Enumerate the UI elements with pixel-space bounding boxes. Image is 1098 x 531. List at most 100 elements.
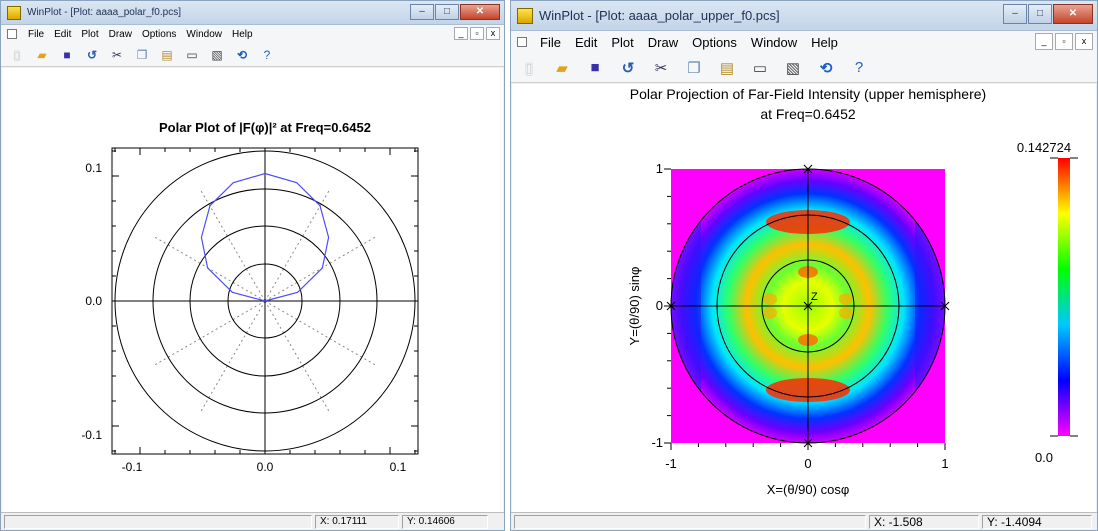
x-tick-label: 0.0 <box>257 460 274 474</box>
save-icon[interactable]: ■ <box>590 59 600 76</box>
right-titlebar[interactable]: WinPlot - [Plot: aaaa_polar_upper_f0.pcs… <box>511 1 1097 31</box>
properties-icon[interactable]: ▭ <box>186 47 198 62</box>
y-tick-label: -1 <box>651 435 663 450</box>
x-tick-label: 0.1 <box>390 460 407 474</box>
left-toolbar: ▯ ▰ ■ ↺ ✂ ❐ ▤ ▭ ▧ ⟲ ? <box>1 43 504 67</box>
colorbar-min-label: 0.0 <box>1035 450 1053 465</box>
maximize-button[interactable]: □ <box>1028 4 1052 24</box>
y-tick-label: 0.0 <box>85 294 102 308</box>
document-icon[interactable] <box>517 37 527 47</box>
help-icon[interactable]: ? <box>263 47 271 62</box>
close-button[interactable]: ✕ <box>460 4 500 20</box>
left-plot-area: Polar Plot of |F(φ)|² at Freq=0.6452 <box>2 68 503 512</box>
new-file-icon[interactable]: ▯ <box>13 47 21 62</box>
left-plot-window: WinPlot - [Plot: aaaa_polar_f0.pcs] – □ … <box>0 0 505 531</box>
projection-tick-labels: 1 0 -1 -1 0 1 <box>651 161 948 471</box>
menu-plot[interactable]: Plot <box>81 28 99 40</box>
menu-plot[interactable]: Plot <box>611 34 634 50</box>
right-plot-window: WinPlot - [Plot: aaaa_polar_upper_f0.pcs… <box>510 0 1098 531</box>
left-window-title: WinPlot - [Plot: aaaa_polar_f0.pcs] <box>27 7 181 18</box>
close-button[interactable]: ✕ <box>1053 4 1093 24</box>
menu-edit[interactable]: Edit <box>54 28 72 40</box>
menu-window[interactable]: Window <box>186 28 222 40</box>
mdi-restore-button[interactable]: ▫ <box>470 27 484 40</box>
paste-icon[interactable]: ▤ <box>719 59 735 77</box>
zenith-label: Z <box>811 291 818 303</box>
status-x-coord: X: 0.17111 <box>315 514 399 529</box>
y-tick-label: 0 <box>656 298 663 313</box>
polar-axis-ticks <box>112 148 418 454</box>
polar-plot-title: Polar Plot of |F(φ)|² at Freq=0.6452 <box>159 120 371 135</box>
menu-options[interactable]: Options <box>141 28 177 40</box>
menu-draw[interactable]: Draw <box>108 28 132 40</box>
help-icon[interactable]: ? <box>854 59 864 76</box>
menu-file[interactable]: File <box>28 28 45 40</box>
mdi-minimize-button[interactable]: _ <box>454 27 468 40</box>
polar-tick-labels: 0.1 0.0 -0.1 -0.1 0.0 0.1 <box>81 161 406 474</box>
minimize-button[interactable]: – <box>1003 4 1027 24</box>
cut-icon[interactable]: ✂ <box>111 47 123 62</box>
status-y-coord: Y: -1.4094 <box>982 514 1092 529</box>
status-x-coord: X: -1.508 <box>869 514 979 529</box>
copy-icon[interactable]: ❐ <box>136 47 148 62</box>
mdi-close-button[interactable]: x <box>1075 33 1093 50</box>
menu-help[interactable]: Help <box>811 34 838 50</box>
y-tick-label: -0.1 <box>81 428 102 442</box>
refresh-icon[interactable]: ⟲ <box>236 47 248 62</box>
projection-axis-ticks <box>664 168 946 450</box>
polar-spokes <box>152 188 378 414</box>
undo-icon[interactable]: ↺ <box>621 59 635 77</box>
winplot-app-icon <box>517 7 533 24</box>
mdi-restore-button[interactable]: ▫ <box>1055 33 1073 50</box>
polar-data-curve <box>200 172 330 302</box>
minimize-button[interactable]: – <box>410 4 434 20</box>
status-message-pane <box>4 514 312 529</box>
status-message-pane <box>514 514 866 529</box>
winplot-app-icon <box>7 5 21 20</box>
menu-options[interactable]: Options <box>692 34 737 50</box>
menu-draw[interactable]: Draw <box>647 34 679 50</box>
mdi-minimize-button[interactable]: _ <box>1035 33 1053 50</box>
save-icon[interactable]: ■ <box>63 47 71 62</box>
projection-title-line1: Polar Projection of Far-Field Intensity … <box>630 86 986 102</box>
colorbar-ticks <box>1050 157 1078 437</box>
open-folder-icon[interactable]: ▰ <box>556 59 568 77</box>
chart-icon[interactable]: ▧ <box>785 59 801 77</box>
undo-icon[interactable]: ↺ <box>86 47 98 62</box>
menu-window[interactable]: Window <box>750 34 798 50</box>
menu-file[interactable]: File <box>540 34 561 50</box>
open-folder-icon[interactable]: ▰ <box>37 47 47 62</box>
x-tick-label: -0.1 <box>122 460 143 474</box>
polar-plot: Polar Plot of |F(φ)|² at Freq=0.6452 <box>81 120 419 474</box>
right-window-title: WinPlot - [Plot: aaaa_polar_upper_f0.pcs… <box>539 8 780 23</box>
x-axis-label: X=(θ/90) cosφ <box>767 482 850 497</box>
y-tick-label: 1 <box>656 161 663 176</box>
document-icon[interactable] <box>7 29 17 39</box>
refresh-icon[interactable]: ⟲ <box>819 59 833 77</box>
x-tick-label: 1 <box>941 456 948 471</box>
right-statusbar: X: -1.508 Y: -1.4094 <box>511 512 1097 530</box>
polar-projection-plot: Polar Projection of Far-Field Intensity … <box>627 86 1078 497</box>
y-tick-label: 0.1 <box>85 161 102 175</box>
chart-icon[interactable]: ▧ <box>211 47 223 62</box>
left-statusbar: X: 0.17111 Y: 0.14606 <box>1 512 504 530</box>
copy-icon[interactable]: ❐ <box>687 59 701 77</box>
new-file-icon[interactable]: ▯ <box>524 59 534 77</box>
right-menubar: File Edit Plot Draw Options Window Help … <box>511 31 1097 53</box>
properties-icon[interactable]: ▭ <box>752 59 768 77</box>
right-plot-area: Polar Projection of Far-Field Intensity … <box>512 84 1096 512</box>
right-toolbar: ▯ ▰ ■ ↺ ✂ ❐ ▤ ▭ ▧ ⟲ ? <box>511 53 1097 83</box>
mdi-close-button[interactable]: x <box>486 27 500 40</box>
left-menubar: File Edit Plot Draw Options Window Help … <box>1 25 504 43</box>
paste-icon[interactable]: ▤ <box>161 47 173 62</box>
x-tick-label: -1 <box>665 456 677 471</box>
status-y-coord: Y: 0.14606 <box>402 514 488 529</box>
menu-help[interactable]: Help <box>231 28 253 40</box>
maximize-button[interactable]: □ <box>435 4 459 20</box>
colorbar <box>1058 158 1070 436</box>
projection-title-line2: at Freq=0.6452 <box>760 106 856 122</box>
colorbar-max-label: 0.142724 <box>1017 140 1071 155</box>
cut-icon[interactable]: ✂ <box>654 59 668 77</box>
menu-edit[interactable]: Edit <box>574 34 598 50</box>
left-titlebar[interactable]: WinPlot - [Plot: aaaa_polar_f0.pcs] – □ … <box>1 1 504 25</box>
